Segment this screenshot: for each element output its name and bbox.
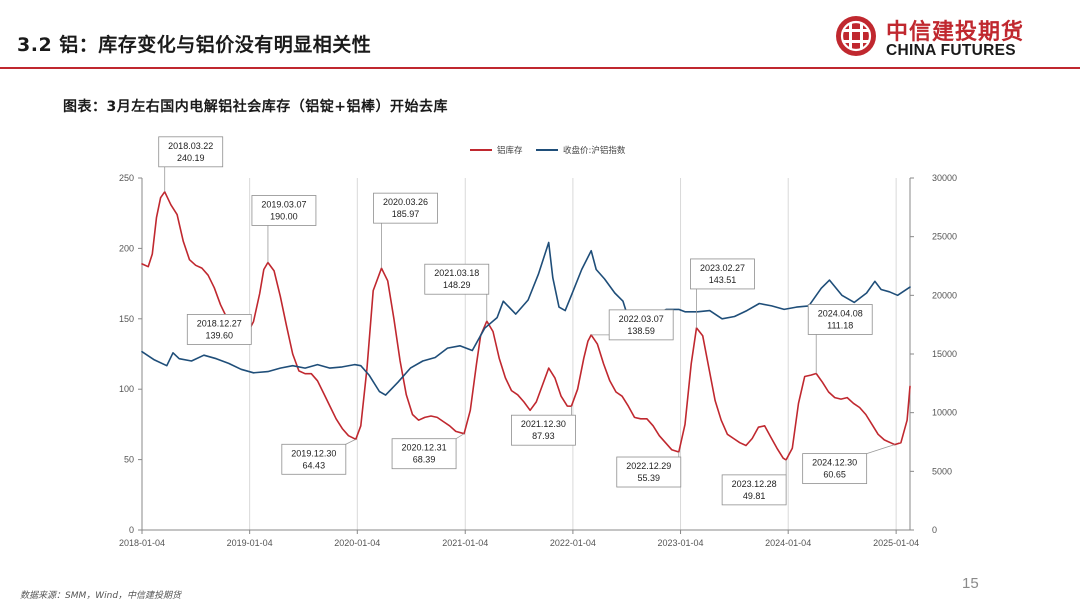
series-line-price-index [141, 241, 911, 396]
callout-box [608, 309, 674, 341]
x-tick-label: 2019-01-04 [227, 538, 273, 548]
callout-value: 68.39 [413, 455, 436, 465]
callout-box [802, 453, 868, 485]
callout-value: 139.60 [206, 330, 234, 340]
x-tick-label: 2021-01-04 [442, 538, 488, 548]
series-line-inventory [141, 191, 911, 461]
callout-box [807, 304, 873, 335]
china-futures-logo-icon [836, 16, 876, 56]
callout-date: 2018.03.22 [168, 141, 213, 151]
callout-box [616, 456, 682, 488]
callout-value: 111.18 [827, 320, 853, 330]
callout-box [186, 314, 252, 345]
callout-connector [345, 438, 357, 445]
callout-value: 148.29 [443, 280, 471, 290]
left-tick-label: 50 [124, 455, 134, 465]
callout-box [281, 443, 347, 475]
callout-connector [455, 433, 465, 440]
callout-date: 2021.12.30 [521, 419, 566, 429]
right-tick-label: 5000 [932, 466, 952, 476]
callout-box [158, 136, 224, 168]
x-tick-label: 2024-01-04 [765, 538, 811, 548]
legend-label: 收盘价:沪铝指数 [563, 145, 626, 156]
callout-value: 190.00 [270, 211, 298, 221]
x-tick-label: 2018-01-04 [119, 538, 165, 548]
callout-box [721, 474, 787, 506]
callout-value: 64.43 [303, 460, 326, 470]
callout-connector [866, 444, 895, 454]
legend-label: 铝库存 [497, 145, 523, 156]
x-tick-label: 2020-01-04 [334, 538, 380, 548]
right-tick-label: 25000 [932, 232, 957, 242]
right-tick-label: 20000 [932, 290, 957, 300]
left-tick-label: 100 [119, 384, 134, 394]
x-tick-label: 2022-01-04 [550, 538, 596, 548]
logo-chinese-name: 中信建投期货 [886, 20, 1025, 45]
callout-date: 2019.12.30 [291, 448, 336, 458]
callout-date: 2020.03.26 [383, 197, 428, 207]
company-logo: 中信建投期货 CHINA FUTURES [834, 12, 1074, 62]
logo-english-name: CHINA FUTURES [886, 42, 1016, 59]
callout-value: 185.97 [392, 209, 420, 219]
callout-date: 2023.02.27 [700, 263, 745, 273]
callout-value: 240.19 [177, 153, 205, 163]
callout-box [373, 192, 438, 224]
callout-value: 55.39 [638, 473, 661, 483]
callout-date: 2018.12.27 [197, 318, 242, 328]
callout-date: 2022.12.29 [626, 461, 671, 471]
left-tick-label: 200 [119, 243, 134, 253]
callout-value: 87.93 [532, 431, 555, 441]
page-number: 15 [962, 575, 979, 592]
right-tick-label: 0 [932, 525, 937, 535]
left-tick-label: 250 [119, 173, 134, 183]
callout-date: 2023.12.28 [732, 479, 777, 489]
callout-box [690, 258, 755, 290]
callout-value: 138.59 [627, 326, 655, 336]
right-tick-label: 30000 [932, 173, 957, 183]
callout-date: 2024.12.30 [812, 458, 857, 468]
left-tick-label: 0 [129, 525, 134, 535]
right-tick-label: 10000 [932, 408, 957, 418]
title-divider [0, 67, 1080, 69]
callout-date: 2020.12.31 [402, 443, 447, 453]
callout-box [511, 414, 576, 446]
callout-value: 49.81 [743, 491, 766, 501]
x-tick-label: 2025-01-04 [873, 538, 919, 548]
callout-date: 2021.03.18 [434, 268, 479, 278]
chart-caption: 图表：3月左右国内电解铝社会库存（铝锭+铝棒）开始去库 [63, 99, 448, 115]
callout-value: 143.51 [709, 275, 737, 285]
callout-date: 2019.03.07 [261, 199, 306, 209]
right-tick-label: 15000 [932, 349, 957, 359]
callout-box [424, 263, 490, 295]
data-source: 数据来源：SMM，Wind，中信建投期货 [20, 591, 182, 601]
callout-date: 2022.03.07 [619, 314, 664, 324]
x-tick-label: 2023-01-04 [658, 538, 704, 548]
callout-value: 60.65 [823, 470, 846, 480]
callout-box [391, 438, 457, 470]
left-tick-label: 150 [119, 314, 134, 324]
page-title: 3.2 铝：库存变化与铝价没有明显相关性 [17, 34, 372, 56]
callout-date: 2024.04.08 [818, 308, 863, 318]
callout-box [251, 195, 317, 226]
